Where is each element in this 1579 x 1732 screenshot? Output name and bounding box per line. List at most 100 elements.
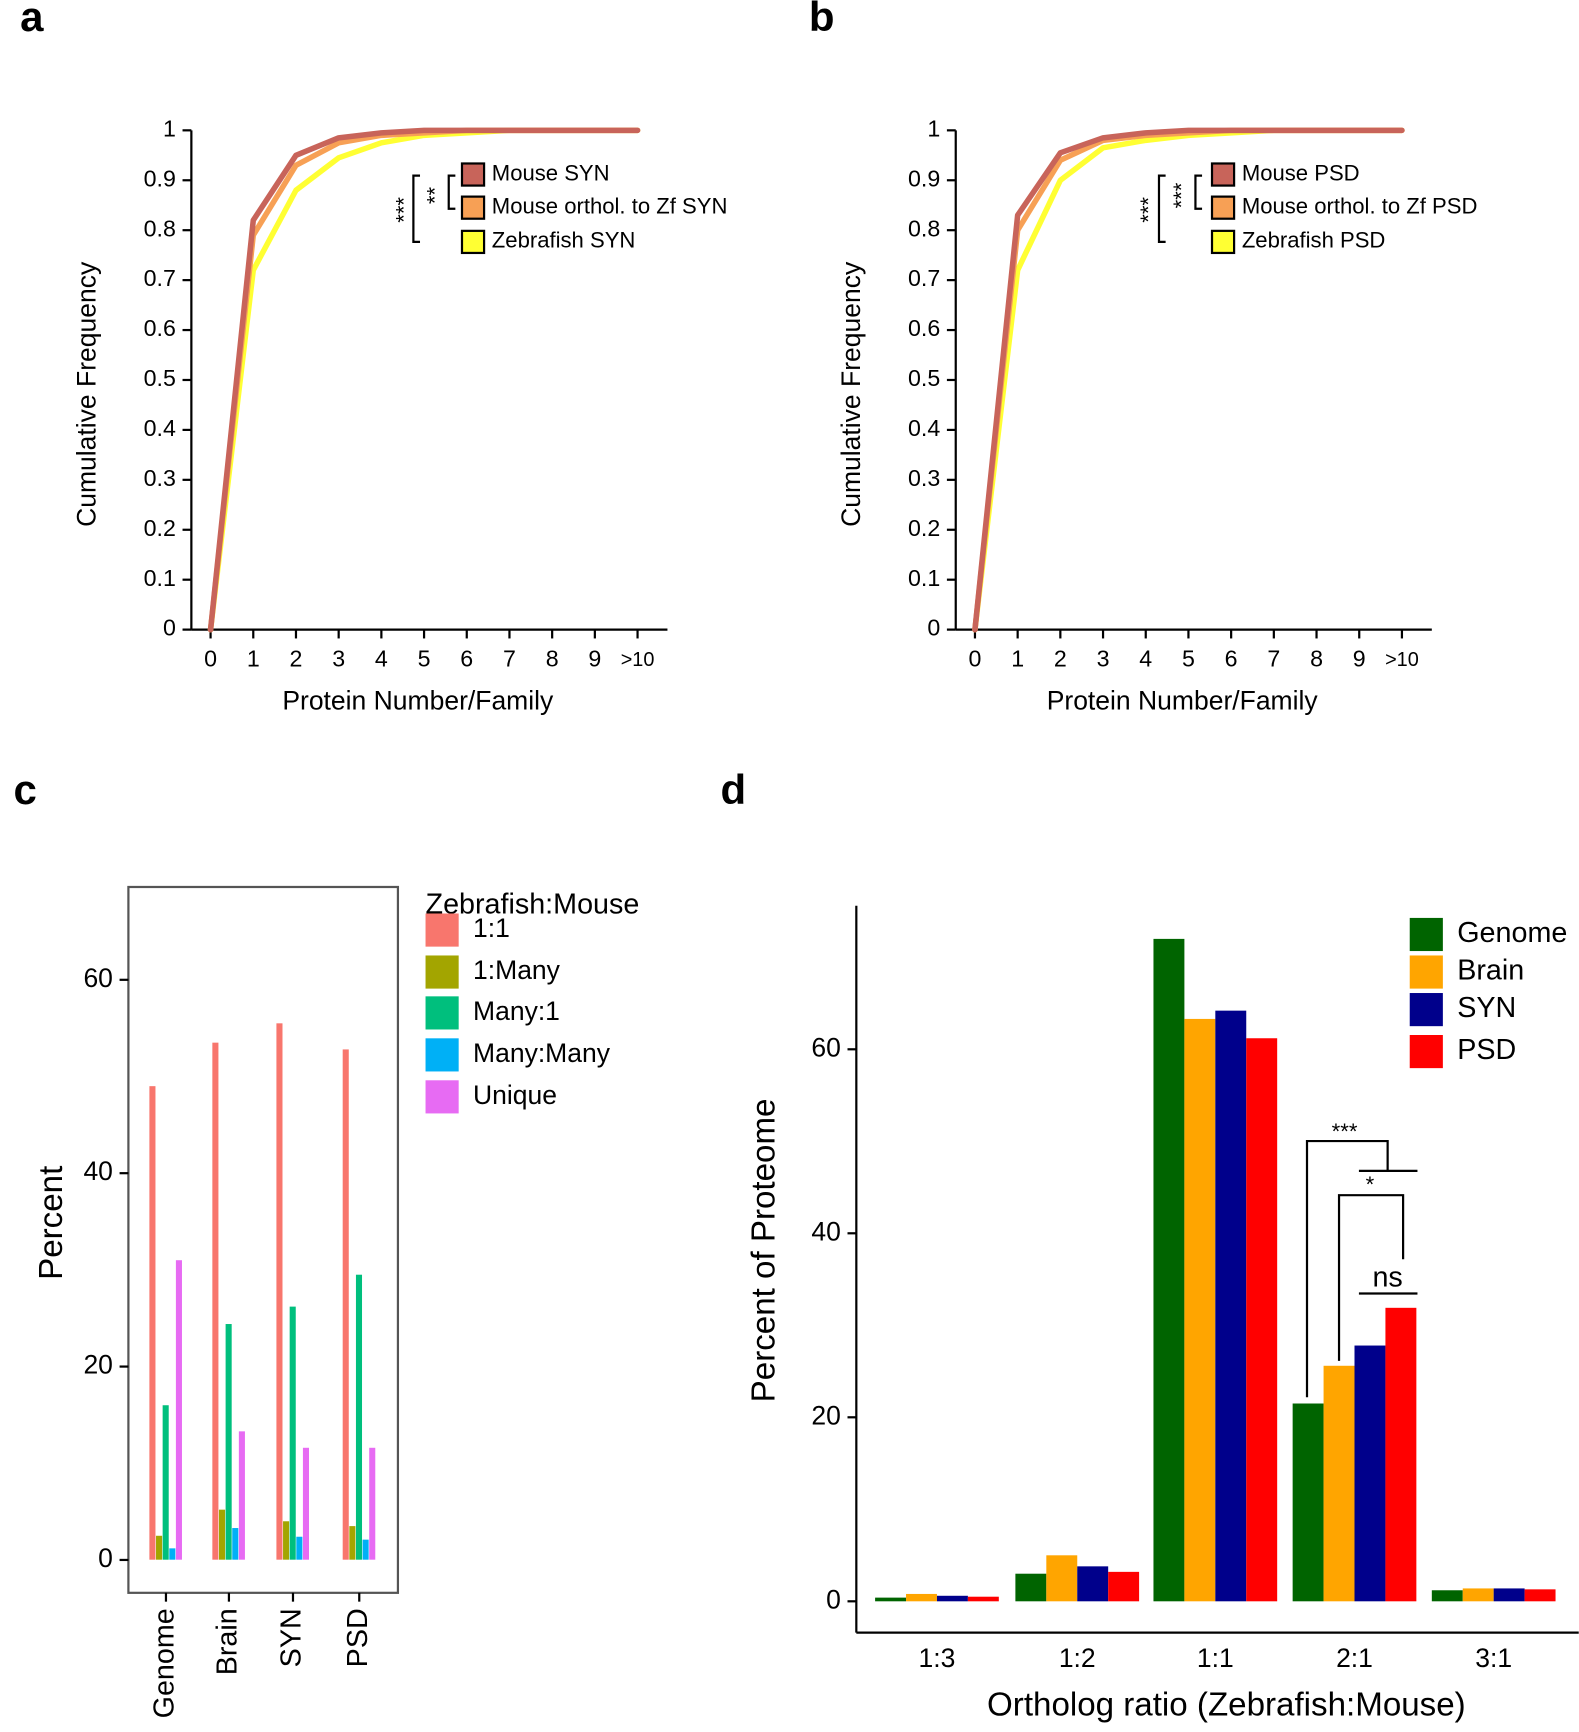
y-tick-label: 40 [811,1216,840,1246]
sig-bracket [1337,1194,1405,1361]
legend-label: Mouse orthol. to Zf PSD [1242,193,1478,218]
sig-bracket [1305,1139,1418,1398]
legend-swatch [460,229,486,255]
legend-swatch [1409,993,1443,1027]
bar [149,1086,156,1560]
x-tick-label: 8 [1310,646,1323,672]
x-tick-label: 2 [290,646,303,672]
bar [212,1042,219,1560]
legend-swatch [460,195,486,220]
significance-label: ns [1372,1262,1402,1294]
significance-label: *** [391,197,416,223]
bar [936,1595,968,1602]
x-tick-label: 7 [1267,646,1280,672]
bar [276,1023,283,1560]
y-axis-label: Percent of Proteome [746,1098,783,1402]
panel-label: c [14,766,37,813]
x-tick-label: 8 [546,646,559,672]
y-tick-label: 0.8 [144,215,176,241]
x-tick-label: PSD [342,1608,374,1667]
x-tick-label: Brain [211,1608,243,1675]
y-tick-label: 60 [811,1032,840,1062]
legend-title: Zebrafish:Mouse [426,888,640,920]
bar [1153,938,1185,1602]
x-tick-label: 0 [969,646,982,672]
panel-label: a [20,0,44,40]
legend-label: Genome [1457,917,1567,949]
x-tick-label: 4 [1139,646,1152,672]
legend-label: Many:1 [473,996,560,1026]
sig-bracket [1157,174,1166,244]
bar [1184,1018,1216,1602]
bar [1215,1010,1247,1602]
y-axis-label: Cumulative Frequency [836,261,866,527]
significance-label: *** [1169,182,1194,208]
y-tick-label: 0.9 [908,165,940,191]
x-tick-label: 3:1 [1475,1643,1512,1673]
legend-label: Zebrafish PSD [1242,228,1386,253]
y-tick-label: 0 [826,1584,841,1614]
x-tick-label: >10 [1385,649,1419,671]
bar [369,1447,376,1560]
x-tick-label: 1:2 [1059,1643,1096,1673]
significance-label: *** [1136,197,1161,223]
legend-swatch [425,1080,459,1114]
y-tick-label: 0.4 [908,415,940,441]
bar [906,1593,937,1602]
bar [218,1509,226,1560]
legend-label: 1:1 [473,913,510,943]
legend-label: PSD [1457,1034,1516,1066]
bar [302,1447,310,1560]
bar [1015,1573,1047,1602]
legend-swatch [425,996,459,1030]
bar [1462,1588,1494,1602]
line-series [207,127,641,633]
bar [875,1597,907,1602]
x-tick-label: 7 [503,646,516,672]
sig-bracket [412,174,421,244]
legend-swatch [1409,1035,1443,1069]
bar [1524,1589,1556,1602]
y-tick-label: 0.3 [144,465,176,491]
legend-swatch [460,162,486,187]
y-tick-label: 0.4 [144,415,176,441]
y-tick-label: 0.1 [144,565,176,591]
line-series [972,127,1405,633]
bar [1292,1403,1324,1602]
bar [232,1528,239,1560]
bar [175,1260,182,1560]
legend-swatch [425,955,459,989]
x-tick-label: >10 [621,649,655,671]
x-tick-label: 1:3 [919,1643,956,1673]
legend-label: Unique [473,1080,557,1110]
bar [362,1539,369,1560]
y-tick-label: 0.6 [908,315,940,341]
x-tick-label: 1 [247,646,260,672]
bar [225,1324,232,1560]
legend-label: Brain [1457,955,1524,987]
legend-label: Many:Many [473,1038,611,1068]
y-tick-label: 0.7 [144,265,176,291]
bar [1077,1566,1109,1602]
legend-label: Mouse SYN [492,160,610,185]
bar [1493,1588,1525,1602]
legend-label: SYN [1457,992,1516,1024]
y-tick-label: 40 [83,1156,112,1186]
bar [238,1431,245,1560]
significance-label: *** [1332,1119,1358,1144]
y-tick-label: 0 [927,615,940,641]
legend-swatch [1409,917,1443,952]
y-tick-label: 0.3 [908,465,940,491]
y-tick-label: 20 [811,1400,840,1430]
x-tick-label: 9 [588,646,601,672]
y-tick-label: 0.2 [908,515,940,541]
bar [1246,1038,1278,1602]
y-tick-label: 0.1 [908,565,940,591]
bar [296,1536,303,1560]
legend-label: Zebrafish SYN [492,228,636,253]
legend-swatch [425,1038,459,1072]
y-tick-label: 1 [927,115,940,141]
legend-swatch [1210,195,1236,220]
legend-swatch [425,913,459,947]
